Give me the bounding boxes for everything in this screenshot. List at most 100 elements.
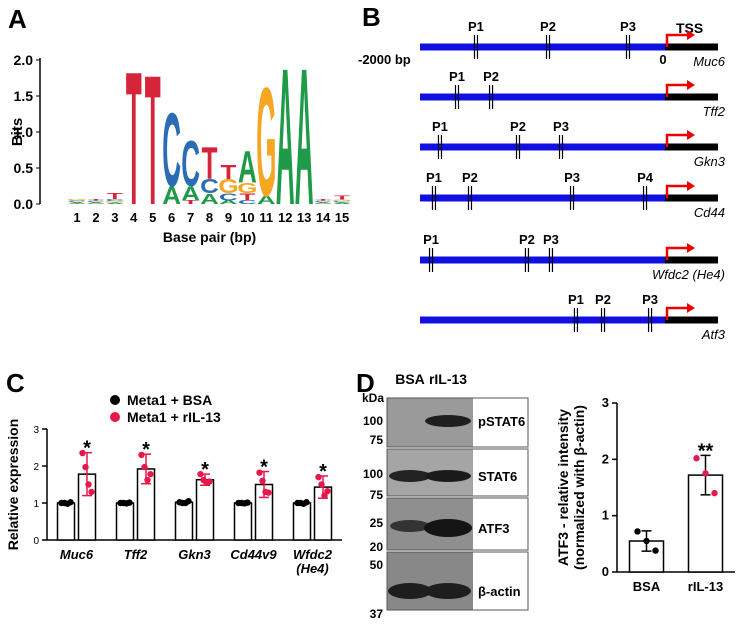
tss-arrow [665,133,687,147]
legend-label: Meta1 + rIL-13 [127,409,221,425]
logo-letter: C [238,199,257,205]
gene-name: Cd44 [694,205,725,220]
x-tick-label: 13 [297,210,311,225]
logo-letter: C [219,192,238,203]
blot-frame [386,551,529,611]
x-tick-label: Gkn3 [178,547,211,562]
x-tick-label: 4 [130,210,138,225]
band [425,583,471,599]
data-point [67,499,74,506]
tss-arrowhead [687,181,695,191]
data-point [126,499,133,506]
x-tick-label: Muc6 [59,547,94,562]
y-axis-label: Relative expression [5,419,21,551]
data-point [303,499,310,506]
promoter-line [420,194,665,202]
logo-letter: T [220,161,236,183]
lane-label: BSA [395,371,425,387]
data-point [324,487,331,495]
significance-label: * [201,459,209,481]
legend-label: Meta1 + BSA [127,392,212,408]
gene-body [665,316,718,324]
logo-letter: G [105,201,125,203]
y-tick-label: 1 [33,499,39,510]
data-point [256,469,263,476]
end-label: 0 [659,52,666,67]
x-tick-label: 6 [168,210,175,225]
site-label: P3 [564,170,580,185]
logo-letter: A [333,202,352,204]
tss-arrow [665,184,687,198]
logo-letter: A [314,201,333,203]
legend-marker [110,395,120,405]
band [424,519,472,537]
y-tick-label: 2 [33,462,39,473]
x-tick-label: 5 [149,210,156,225]
site-label: P3 [642,292,658,307]
logo-letter: A [276,29,295,246]
bar [233,502,253,541]
y-axis-label: (normalized with β-actin) [571,405,587,570]
logo-letter: T [126,32,142,245]
site-label: P3 [620,19,636,34]
logo-letter: G [86,203,106,204]
site-label: P1 [426,170,442,185]
gene-body [665,43,718,51]
blot-image [386,397,529,611]
y-axis-label: ATF3 - relative intensity [555,409,571,566]
logo-letter: G [237,180,257,196]
site-label: P2 [462,170,478,185]
site-label: P4 [637,170,654,185]
promoter-line [420,43,665,51]
gene-body [665,143,718,151]
tss-arrow [665,246,687,260]
kda-marker: 75 [370,433,384,447]
kda-marker: 37 [370,607,384,621]
x-tick-label: Tff2 [123,547,148,562]
band [390,520,430,532]
data-point [711,489,718,497]
gene-name: Gkn3 [694,154,726,169]
data-point [138,451,145,459]
promoter-line [420,93,665,101]
tss-arrowhead [687,80,695,90]
x-tick-label: 12 [278,210,292,225]
gene-name: Muc6 [693,54,726,69]
data-point [244,499,251,506]
data-point [141,463,148,471]
y-tick-label: 1.0 [14,124,34,140]
logo-letter: C [87,200,106,202]
data-point [82,463,89,471]
y-axis-label: Bits [9,118,26,146]
site-label: P1 [468,19,484,34]
logo-letter: A [162,182,181,209]
band [389,470,431,482]
y-tick-label: 1.5 [14,88,34,104]
bar [195,478,215,541]
tss-arrowhead [687,30,695,40]
x-tick-label: 9 [225,210,232,225]
y-tick-label: 2.0 [14,52,34,68]
logo-letter: T [202,138,218,188]
y-tick-label: 0.0 [14,196,34,212]
data-point [652,547,659,554]
logo-letter: C [105,198,124,201]
logo-letter: C [181,128,200,200]
x-tick-label: Wfdc2 (He4) [293,547,332,576]
start-label: -2000 bp [358,52,411,67]
y-tick-label: 0.5 [14,160,34,176]
band [425,415,471,427]
site-label: P3 [543,232,559,247]
data-point [318,481,325,488]
bar [174,501,194,541]
tss-arrow [665,306,687,320]
x-tick-label: 14 [316,210,331,225]
site-label: P2 [540,19,556,34]
logo-letter: C [314,200,333,202]
bar [56,502,76,541]
logo-letter: C [200,175,219,197]
site-label: P2 [595,292,611,307]
x-tick-label: 8 [206,210,213,225]
